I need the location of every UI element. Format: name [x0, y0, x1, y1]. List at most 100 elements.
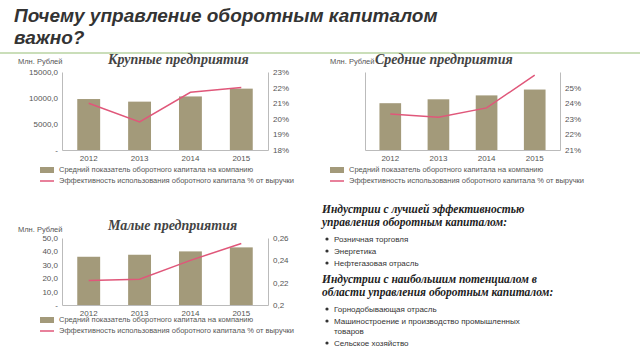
- bar: [230, 247, 253, 305]
- tick-label: 2013: [131, 154, 149, 163]
- tick: 2012: [381, 154, 399, 163]
- tick-label: -: [55, 301, 58, 310]
- legend-swatch: [40, 317, 54, 323]
- tick-label: 2015: [526, 154, 544, 163]
- tick: 24%: [560, 99, 581, 108]
- bar: [179, 96, 202, 150]
- y-axis: - 10,0 20,0 30,0 40,0 50,0: [42, 234, 62, 310]
- bullet: [325, 307, 328, 310]
- axis-line: [560, 73, 561, 151]
- y2-axis: 18% 19% 20% 21% 22% 23%: [268, 68, 289, 155]
- tick: 21%: [268, 99, 289, 108]
- legend: Средний показатель оборотного капитала н…: [40, 165, 294, 185]
- legend-label: Эффективность использования оборотного к…: [59, 176, 294, 185]
- bar: [230, 89, 253, 150]
- tick-label: 2012: [381, 154, 399, 163]
- y-axis-label: Млн. Рублей: [330, 57, 374, 66]
- tick: 20,0: [42, 274, 62, 283]
- y2-axis: 0,20,220,240,26: [268, 234, 289, 310]
- tick-label: 2014: [182, 154, 200, 163]
- tick: 2014: [478, 154, 496, 163]
- tick-label: 23%: [565, 115, 581, 124]
- section-heading: Индустрии с наибольшим потенциалом в: [321, 273, 537, 286]
- tick: 2015: [526, 154, 544, 163]
- tick-label: 20%: [273, 115, 289, 124]
- plot-area: [77, 244, 252, 305]
- axis-line: [62, 239, 63, 306]
- bullet: [325, 237, 328, 240]
- list-item: Нефтегазовая отрасль: [334, 259, 419, 268]
- chart-title: Малые предприятия: [107, 218, 237, 233]
- text-block: Индустрии с лучшей эффективностьюуправле…: [320, 203, 553, 348]
- x-axis: 2012201320142015: [366, 151, 561, 163]
- legend-label: Средний показатель оборотного капитала н…: [59, 315, 253, 324]
- tick: 0,2: [268, 301, 285, 310]
- tick: 18%: [268, 146, 289, 155]
- legend-label: Средний показатель оборотного капитала н…: [349, 165, 543, 174]
- tick-label: 24%: [565, 99, 581, 108]
- axis-line: [63, 305, 269, 306]
- tick: 20%: [268, 115, 289, 124]
- bullet: [325, 261, 328, 264]
- bar: [128, 102, 151, 150]
- tick: 2014: [182, 154, 200, 163]
- tick-label: 15000,0: [29, 68, 58, 77]
- tick-label: 18%: [273, 146, 289, 155]
- title-rule: [0, 52, 640, 54]
- tick: 0,26: [268, 234, 289, 243]
- tick-label: 25%: [565, 84, 581, 93]
- legend: Средний показатель оборотного капитала н…: [330, 165, 584, 185]
- legend: Средний показатель оборотного капитала н…: [40, 315, 294, 335]
- tick-label: 21%: [565, 146, 581, 155]
- section-heading: Индустрии с лучшей эффективностью: [321, 203, 524, 216]
- tick-label: 22%: [565, 130, 581, 139]
- tick-label: 0,2: [273, 301, 285, 310]
- slide: Почему управление оборотным капиталомваж…: [0, 0, 640, 360]
- tick-label: 22%: [273, 84, 289, 93]
- tick: 40,0: [42, 247, 62, 256]
- list-item: Розничная торговля: [334, 235, 408, 244]
- tick: 0,22: [268, 279, 289, 288]
- tick: 5000,0: [34, 120, 62, 129]
- tick: 2012: [80, 154, 98, 163]
- tick-label: 40,0: [42, 247, 58, 256]
- tick-label: 23%: [273, 68, 289, 77]
- axis-line: [268, 73, 269, 151]
- tick: 25%: [560, 84, 581, 93]
- tick-label: 10,0: [42, 288, 58, 297]
- tick-label: 0,26: [273, 234, 289, 243]
- tick: 22%: [560, 130, 581, 139]
- chart-title: Крупные предприятия: [107, 52, 249, 67]
- axis-line: [268, 239, 269, 306]
- slide-title: Почему управление оборотным капиталом: [14, 5, 437, 26]
- legend-label: Средний показатель оборотного капитала н…: [59, 165, 253, 174]
- tick: 10,0: [42, 288, 62, 297]
- tick: 23%: [560, 115, 581, 124]
- tick-label: 5000,0: [34, 120, 59, 129]
- list-item: Сельское хозяйство: [334, 339, 409, 348]
- tick: 50,0: [42, 234, 62, 243]
- bar: [179, 251, 202, 305]
- axis-line: [62, 73, 63, 151]
- y2-axis: 21% 22% 23% 24% 25%: [560, 73, 581, 156]
- tick-label: 0,22: [273, 279, 289, 288]
- y-axis: [365, 73, 366, 151]
- tick: 10000,0: [29, 94, 62, 103]
- tick: 30,0: [42, 261, 62, 270]
- tick-label: 19%: [273, 130, 289, 139]
- y-axis: -5000,010000,015000,0: [29, 68, 62, 155]
- bullet: [325, 249, 328, 252]
- bullet: [325, 319, 328, 322]
- y-axis-label: Млн. Рублей: [18, 57, 62, 66]
- legend-swatch: [40, 330, 54, 332]
- line: [89, 244, 242, 281]
- tick: 2013: [131, 154, 149, 163]
- list-item: товаров: [334, 327, 364, 336]
- bar: [428, 99, 450, 150]
- tick-label: 50,0: [42, 234, 58, 243]
- legend-label: Эффективность использования оборотного к…: [349, 176, 584, 185]
- tick: 15000,0: [29, 68, 62, 77]
- plot-area: [77, 88, 252, 150]
- list-item: Машиностроение и производство промышленн…: [334, 317, 520, 326]
- bullet: [325, 341, 328, 344]
